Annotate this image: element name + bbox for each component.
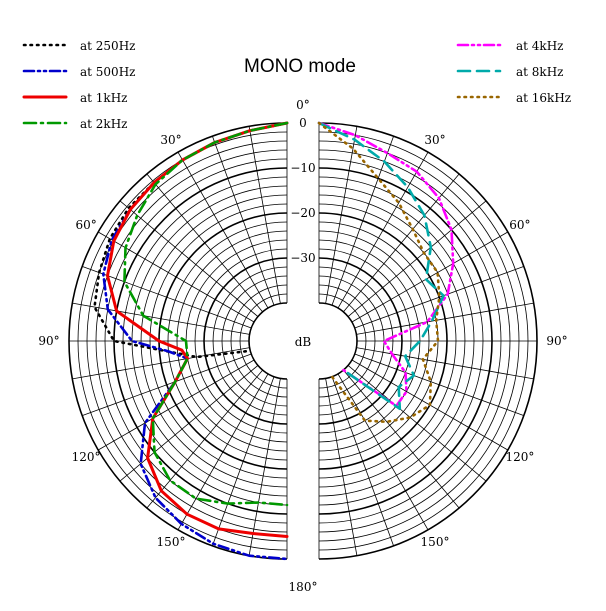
grid-spoke-left: [98, 359, 255, 451]
grid-spoke-left: [177, 152, 269, 309]
angle-tick-label: 150°: [421, 535, 450, 549]
grid-spoke-left: [72, 347, 250, 380]
radial-tick-label: −10: [290, 161, 315, 175]
grid-spoke-left: [248, 378, 281, 556]
series-at-16khz: [317, 121, 441, 424]
legend-label: at 8kHz: [516, 65, 563, 79]
tick-layer: 0° 30° 60° 90° 120° 150° 180° 30° 60° 90° 120° 150°…: [38, 98, 567, 594]
grid-spoke-left: [98, 231, 255, 323]
grid-spoke-left: [177, 373, 269, 530]
angle-tick-label: 120°: [72, 450, 101, 464]
grid-spoke-right: [337, 152, 429, 309]
legend: at 250Hz at 500Hz at 1kHz at 2kHz at 4kHz at …: [22, 39, 571, 131]
angle-tick-label: 120°: [505, 450, 534, 464]
grid-spoke-left: [72, 302, 250, 335]
angle-tick-label: 30°: [424, 133, 445, 147]
grid-spoke-left: [212, 376, 275, 547]
radial-tick-label: 0: [299, 116, 307, 130]
grid-spoke-right: [351, 231, 508, 323]
grid-spoke-right: [343, 369, 460, 509]
grid-spoke-right: [354, 266, 525, 329]
radial-tick-label: −20: [290, 206, 315, 220]
chart-title: MONO mode: [244, 56, 356, 77]
series-at-1khz: [106, 121, 289, 538]
legend-label: at 1kHz: [80, 91, 127, 105]
grid-spoke-right: [325, 126, 358, 304]
angle-tick-label: 180°: [289, 580, 318, 594]
series-layer: [93, 121, 455, 561]
grid-spoke-left: [146, 173, 263, 313]
series-at-2khz: [123, 121, 289, 507]
grid-spoke-right: [331, 376, 394, 547]
grid-spoke-right: [337, 373, 429, 530]
grid-spoke-right: [325, 378, 358, 556]
series-at-250hz: [93, 121, 289, 359]
angle-tick-label: 90°: [546, 334, 567, 348]
grid-left: [68, 122, 288, 560]
legend-label: at 16kHz: [516, 91, 571, 105]
grid-spoke-right: [354, 353, 525, 416]
grid-spoke-left: [248, 126, 281, 304]
angle-tick-label: 150°: [157, 535, 186, 549]
unit-label: dB: [295, 335, 312, 349]
legend-label: at 4kHz: [516, 39, 563, 53]
grid-spoke-left: [119, 200, 259, 317]
grid-spoke-left: [212, 135, 275, 306]
grid-spoke-right: [347, 200, 487, 317]
legend-label: at 500Hz: [80, 65, 135, 79]
legend-label: at 2kHz: [80, 117, 127, 131]
series-at-8khz: [317, 121, 445, 411]
angle-tick-label: 30°: [160, 133, 181, 147]
grid-spoke-left: [119, 365, 259, 482]
grid-right: [318, 122, 538, 560]
grid-spoke-left: [146, 369, 263, 509]
angle-tick-label: 0°: [296, 98, 310, 112]
legend-label: at 250Hz: [80, 39, 135, 53]
radial-tick-label: −30: [290, 251, 315, 265]
angle-tick-label: 60°: [509, 218, 530, 232]
grid-spoke-left: [81, 353, 252, 416]
grid-spoke-right: [347, 365, 487, 482]
angle-tick-label: 90°: [38, 334, 59, 348]
grid-spoke-right: [356, 347, 534, 380]
series-at-4khz: [317, 121, 455, 408]
angle-tick-label: 60°: [75, 218, 96, 232]
grid-spoke-right: [331, 135, 394, 306]
grid-spoke-right: [343, 173, 460, 313]
grid-spoke-left: [81, 266, 252, 329]
grid-spoke-right: [356, 302, 534, 335]
